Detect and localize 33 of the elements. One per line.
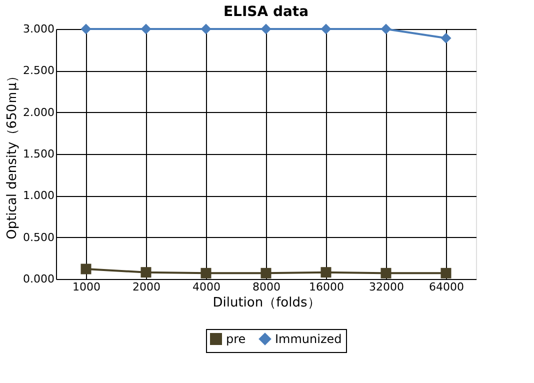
point: [320, 24, 332, 34]
y-tick-label: 1.000: [23, 189, 54, 202]
point: [440, 268, 452, 278]
x-tick-label: 32000: [369, 280, 404, 294]
x-tick-label: 16000: [309, 280, 344, 294]
legend-label: pre: [226, 332, 246, 346]
x-tick-label: 64000: [429, 280, 464, 294]
x-tick-label: 4000: [192, 280, 220, 294]
legend-label: Immunized: [275, 332, 342, 346]
point: [260, 24, 272, 34]
y-tick-label: 0.500: [23, 230, 54, 244]
x-tick-label: 1000: [72, 280, 100, 294]
point: [200, 268, 212, 278]
y-tick-label: 2.500: [23, 64, 54, 78]
point: [260, 268, 272, 278]
point: [80, 24, 92, 34]
chart-title: ELISA data: [223, 4, 309, 20]
y-tick-label: 1.500: [23, 148, 54, 160]
point: [140, 267, 152, 278]
point: [80, 264, 92, 274]
point: [200, 24, 212, 34]
point: [380, 24, 392, 34]
point: [380, 268, 392, 278]
y-tick-label: 3.000: [23, 22, 54, 36]
point: [140, 24, 152, 34]
x-axis-title: Dilution（folds）: [212, 296, 320, 310]
y-axis-title: Optical density（650ｍμ）: [5, 70, 20, 240]
y-tick-label: 0.000: [23, 272, 54, 286]
y-tick-label: 2.000: [23, 106, 54, 119]
x-tick-label: 2000: [132, 280, 160, 294]
point: [320, 267, 332, 278]
x-tick-label: 8000: [252, 280, 280, 294]
point: [440, 32, 452, 44]
